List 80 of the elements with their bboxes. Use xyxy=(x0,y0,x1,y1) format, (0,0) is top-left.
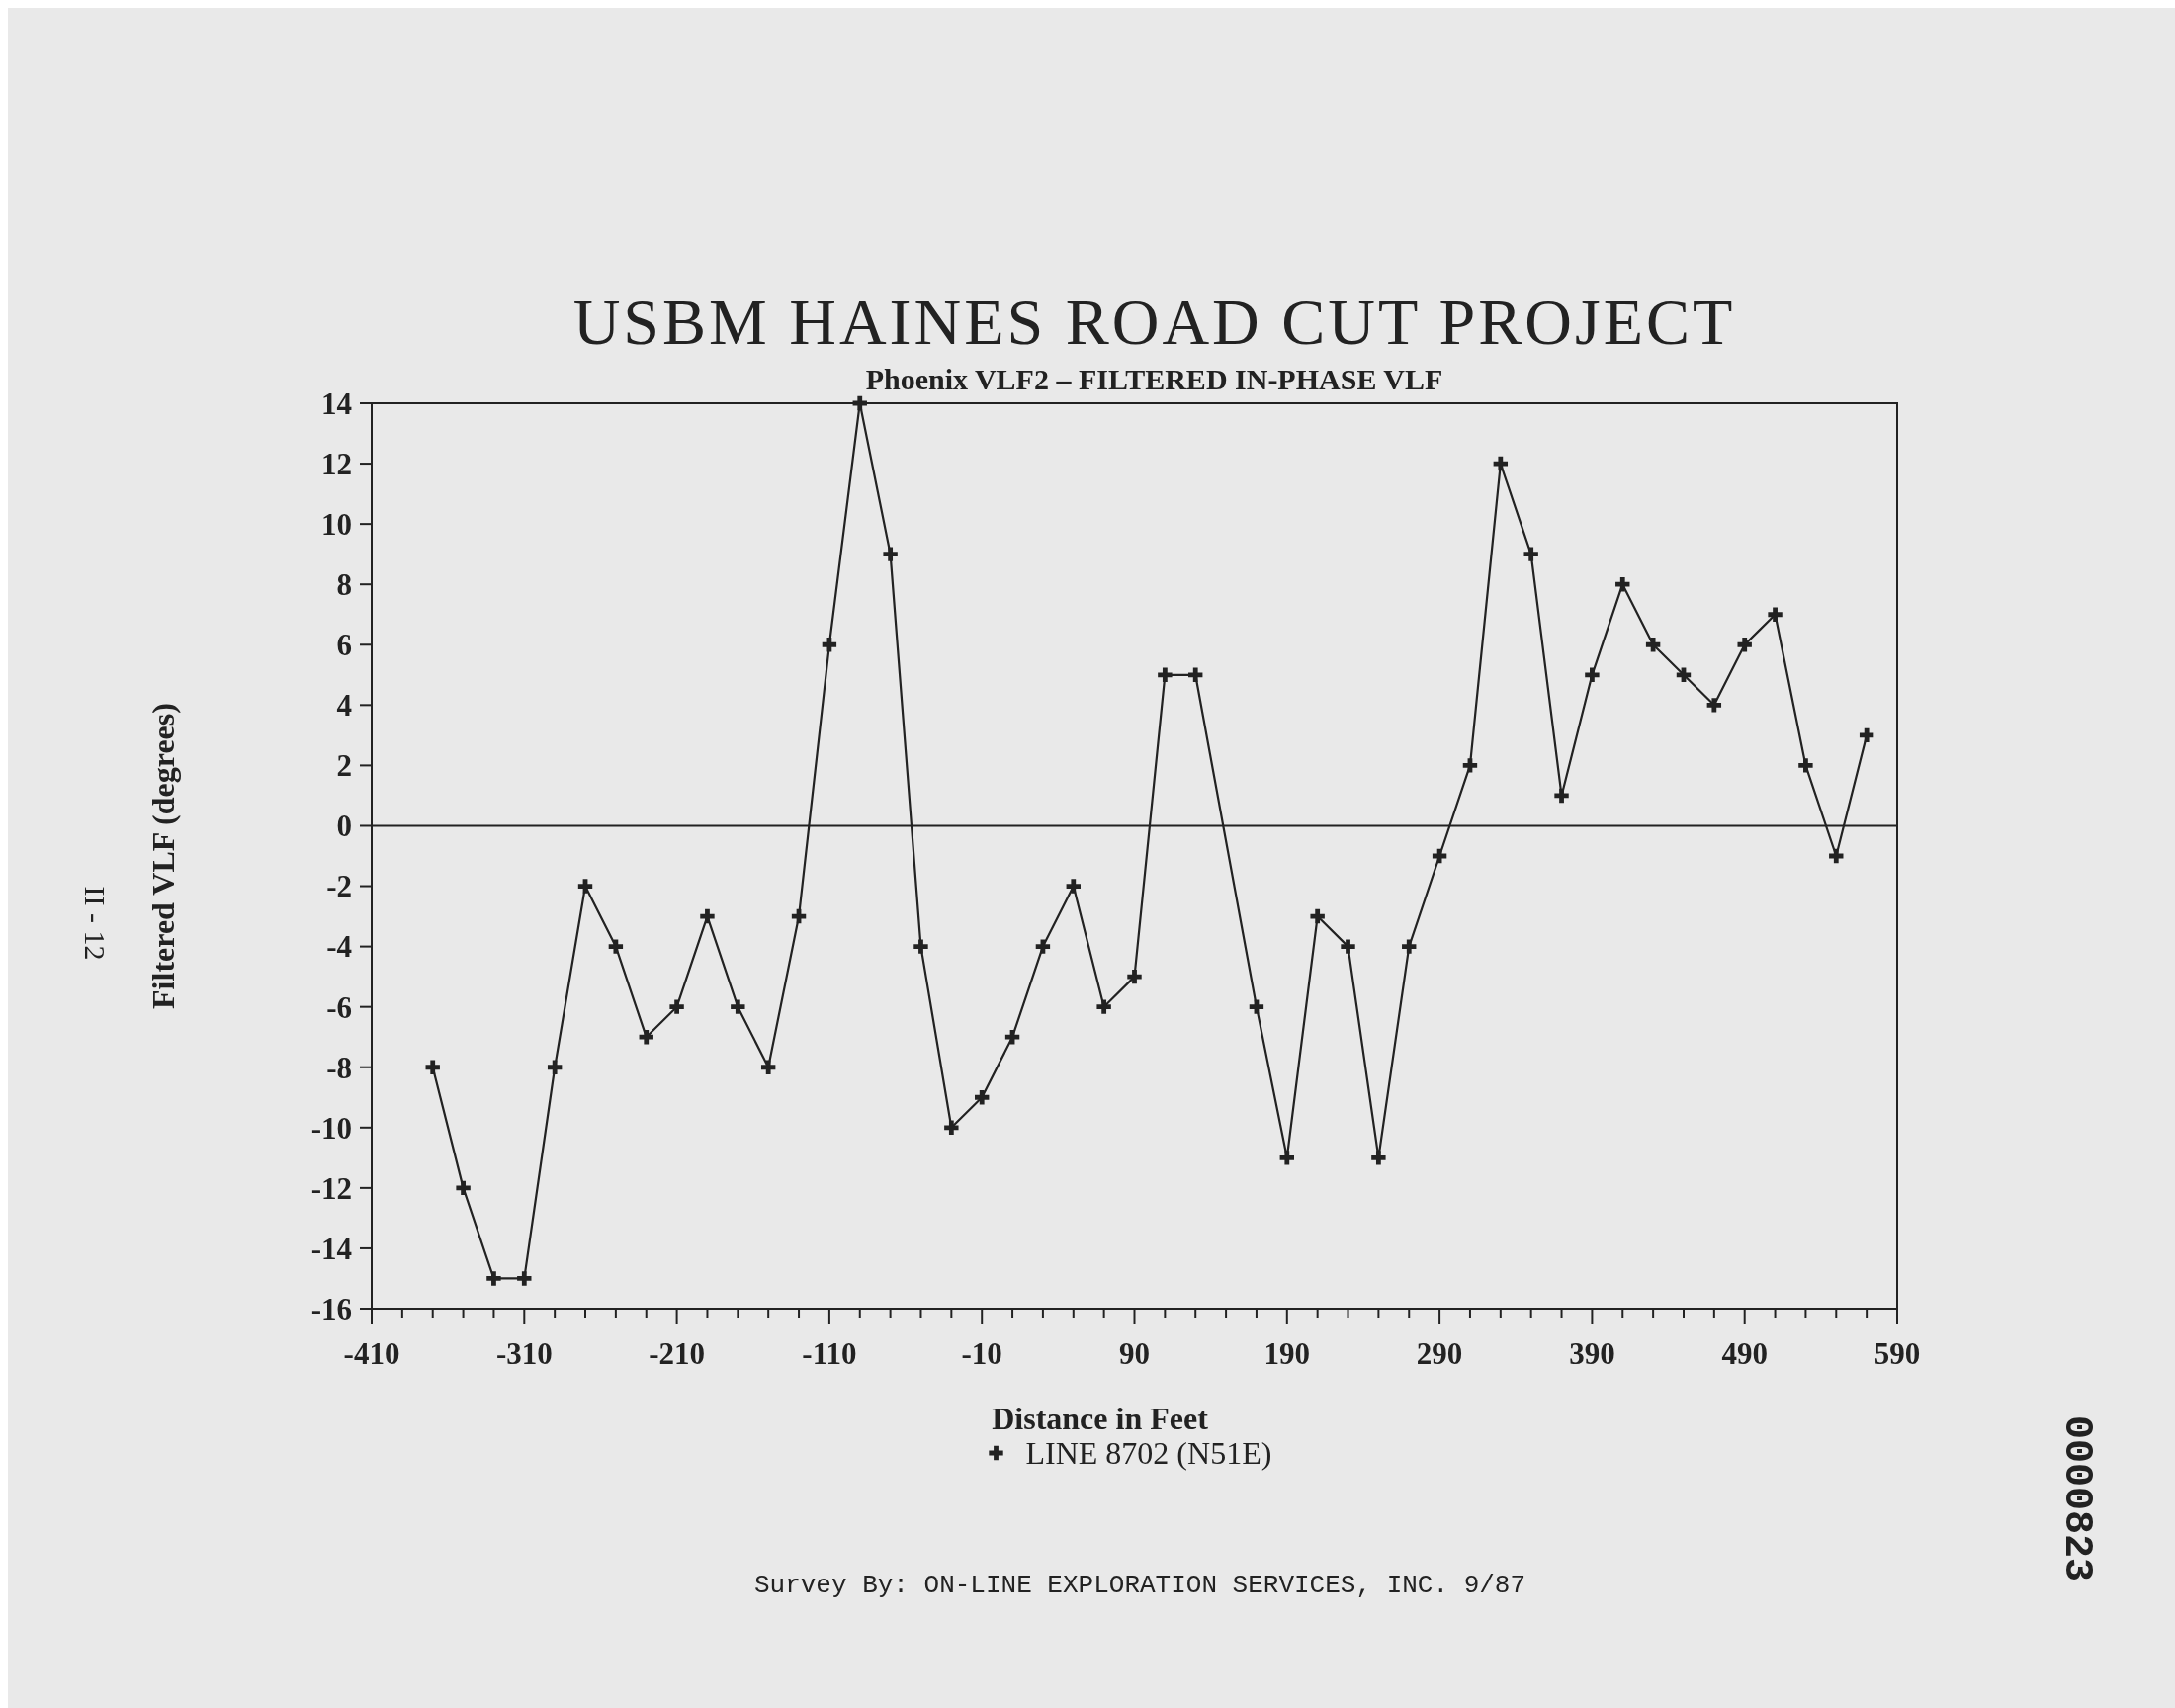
y-tick-label: -16 xyxy=(310,1291,352,1326)
y-tick-label: 10 xyxy=(321,506,352,542)
point xyxy=(1768,607,1783,622)
y-tick-label: 4 xyxy=(336,688,352,724)
point xyxy=(1371,1151,1386,1165)
point xyxy=(883,547,898,561)
point xyxy=(1066,879,1081,894)
point xyxy=(1829,848,1844,864)
y-tick-label: 2 xyxy=(336,748,352,784)
y-tick-label: 14 xyxy=(321,385,352,421)
point xyxy=(1676,667,1692,682)
point xyxy=(1188,667,1203,682)
point xyxy=(1523,547,1538,561)
legend-label: LINE 8702 (N51E) xyxy=(1025,1435,1272,1472)
point xyxy=(1554,788,1569,804)
point xyxy=(731,999,745,1014)
point xyxy=(639,1030,653,1045)
x-tick-label: -310 xyxy=(495,1336,553,1371)
point xyxy=(1645,638,1661,652)
x-tick-label: -10 xyxy=(961,1336,1002,1371)
point xyxy=(547,1060,563,1074)
point xyxy=(760,1060,776,1074)
point xyxy=(1096,999,1111,1014)
point xyxy=(1035,939,1051,954)
point xyxy=(1859,727,1874,743)
point xyxy=(486,1271,501,1286)
x-tick-label: 390 xyxy=(1569,1336,1615,1371)
chart-subtitle: Phoenix VLF2 – FILTERED IN-PHASE VLF xyxy=(865,363,1443,395)
point xyxy=(1249,999,1264,1014)
point xyxy=(852,395,867,411)
y-axis-title: Filtered VLF (degrees) xyxy=(145,703,181,1009)
point xyxy=(456,1180,471,1196)
x-tick-label: 490 xyxy=(1721,1336,1768,1371)
point xyxy=(1798,758,1813,773)
text: Survey By: ON-LINE EXPLORATION SERVICES, INC. 9/87 xyxy=(753,1571,1526,1600)
point xyxy=(1127,969,1142,984)
y-tick-label: -10 xyxy=(310,1110,352,1146)
point xyxy=(1493,456,1509,471)
x-tick-label: 290 xyxy=(1416,1336,1463,1371)
point xyxy=(425,1060,440,1074)
y-tick-label: -2 xyxy=(326,869,352,904)
chart-title: USBM HAINES ROAD CUT PROJECT xyxy=(572,286,1736,358)
point xyxy=(1004,1030,1020,1045)
point xyxy=(1615,577,1630,592)
x-tick-label: -210 xyxy=(649,1336,706,1371)
y-tick-label: -6 xyxy=(326,989,352,1025)
point xyxy=(1402,939,1417,954)
point xyxy=(914,939,928,954)
point xyxy=(608,939,624,954)
point xyxy=(1279,1151,1294,1165)
point xyxy=(975,1090,990,1105)
text: II - 12 xyxy=(79,886,112,961)
point xyxy=(577,879,593,894)
text: 0000823 xyxy=(2054,1414,2099,1582)
y-tick-label: 12 xyxy=(321,446,352,481)
y-tick-label: -4 xyxy=(326,929,352,965)
y-tick-label: -14 xyxy=(310,1231,352,1266)
point xyxy=(944,1120,959,1135)
point xyxy=(822,638,837,652)
y-tick-label: -12 xyxy=(310,1170,352,1206)
point xyxy=(1737,638,1752,652)
point xyxy=(1585,667,1600,682)
x-tick-label: -410 xyxy=(343,1336,400,1371)
point xyxy=(1310,908,1325,924)
y-tick-label: 8 xyxy=(336,567,352,603)
point xyxy=(1706,698,1722,713)
x-axis-title: Distance in Feet xyxy=(992,1401,1209,1436)
point xyxy=(1158,667,1173,682)
y-tick-label: 0 xyxy=(336,809,352,844)
y-tick-label: 6 xyxy=(336,628,352,663)
point xyxy=(1341,939,1355,954)
x-tick-label: -110 xyxy=(802,1336,857,1371)
y-tick-label: -8 xyxy=(326,1050,352,1085)
point xyxy=(1462,758,1478,773)
x-tick-label: 90 xyxy=(1119,1336,1150,1371)
x-tick-label: 190 xyxy=(1263,1336,1311,1371)
point xyxy=(517,1271,532,1286)
point xyxy=(669,999,684,1014)
point xyxy=(700,908,715,924)
x-tick-label: 590 xyxy=(1873,1336,1921,1371)
